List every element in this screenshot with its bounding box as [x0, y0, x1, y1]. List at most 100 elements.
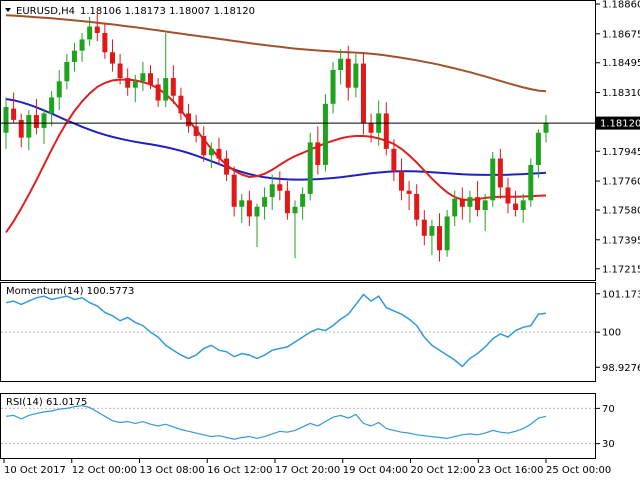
moving-average-line — [5, 98, 547, 181]
candle-body — [41, 113, 47, 128]
momentum-axis: 101.1736 100 98.9276 — [596, 289, 640, 374]
candle-body — [315, 142, 321, 165]
candle-body — [269, 184, 275, 198]
chart-symbol-title: EURUSD,H4 — [16, 6, 75, 17]
candle — [277, 171, 283, 201]
candle-body — [246, 200, 252, 217]
rsi-tick-label: 30 — [602, 439, 615, 450]
candle — [383, 102, 389, 156]
candle — [528, 158, 534, 207]
candle-body — [170, 78, 176, 96]
candle-body — [26, 115, 32, 138]
candle — [26, 110, 32, 151]
time-tick-label: 17 Oct 20:00 — [275, 465, 340, 476]
candle-body — [292, 206, 298, 214]
candle — [330, 61, 336, 114]
candle — [421, 210, 427, 246]
candle — [353, 53, 359, 98]
candle — [18, 113, 24, 148]
candle — [140, 61, 146, 91]
collapse-triangle-icon — [5, 8, 11, 12]
candle-body — [208, 148, 214, 156]
time-tick-label: 25 Oct 00:00 — [546, 465, 611, 476]
candle — [216, 137, 222, 165]
candle-body — [87, 26, 93, 40]
candle — [231, 166, 237, 217]
candle — [360, 52, 366, 135]
price-pane-frame — [0, 0, 596, 281]
candle-body — [277, 184, 283, 191]
momentum-pane-frame — [0, 282, 596, 382]
candle-body — [125, 78, 131, 88]
candle — [452, 190, 458, 227]
candle-body — [429, 226, 435, 236]
candle-body — [49, 97, 55, 114]
candle-body — [475, 197, 481, 211]
candle-body — [452, 198, 458, 217]
price-tick-label: 1.17395 — [602, 235, 640, 246]
candle — [186, 103, 192, 133]
candle — [208, 142, 214, 169]
candle-body — [254, 206, 260, 217]
candle — [543, 115, 549, 143]
time-tick-label: 10 Oct 2017 — [4, 465, 66, 476]
time-tick-label: 12 Oct 00:00 — [72, 465, 137, 476]
candle-body — [520, 200, 526, 211]
candle-body — [155, 84, 161, 101]
candle — [475, 181, 481, 217]
candle-body — [216, 148, 222, 159]
candle-body — [56, 81, 62, 98]
momentum-line — [5, 293, 547, 368]
candles — [3, 13, 549, 262]
rsi-levels — [1, 407, 596, 445]
candle — [56, 69, 62, 111]
candle-body — [338, 58, 344, 70]
momentum-tick-label: 101.1736 — [602, 289, 640, 300]
candle — [246, 190, 252, 227]
candle — [125, 68, 131, 96]
candle — [71, 42, 77, 72]
price-tick-label: 1.17760 — [602, 177, 640, 188]
candle-body — [11, 108, 17, 120]
candle — [398, 158, 404, 201]
candle-body — [482, 200, 488, 211]
candle — [148, 65, 154, 90]
candle — [239, 193, 245, 223]
candle — [391, 139, 397, 182]
candle-body — [109, 52, 115, 64]
time-tick-label: 16 Oct 12:00 — [207, 465, 272, 476]
candle-body — [307, 142, 313, 194]
rsi-axis: 70 30 — [596, 404, 615, 450]
candle — [41, 108, 47, 145]
candle-body — [421, 219, 427, 236]
candle-body — [391, 148, 397, 172]
candle — [224, 150, 230, 182]
candle-body — [284, 190, 290, 214]
candle-body — [528, 164, 534, 201]
time-tick-label: 20 Oct 12:00 — [411, 465, 476, 476]
candle — [406, 181, 412, 211]
candle-body — [193, 126, 199, 136]
candle — [262, 187, 268, 220]
candle-body — [330, 69, 336, 104]
candle-body — [239, 200, 245, 207]
candle-body — [322, 103, 328, 165]
candle-body — [132, 81, 138, 88]
candle — [201, 126, 207, 162]
candle-body — [535, 132, 541, 165]
moving-average-line — [5, 78, 547, 234]
moving-averages — [5, 14, 547, 234]
candle — [109, 39, 115, 72]
ohlc-header: 1.18106 1.18173 1.18007 1.18120 — [80, 6, 255, 17]
candle — [11, 92, 17, 124]
candle — [513, 190, 519, 217]
candle-body — [18, 119, 24, 138]
time-tick-label: 19 Oct 04:00 — [343, 465, 408, 476]
candle — [269, 174, 275, 211]
candle-body — [231, 174, 237, 207]
candle-body — [467, 197, 473, 207]
candle-body — [140, 73, 146, 82]
candle — [102, 23, 108, 59]
candle — [520, 193, 526, 223]
